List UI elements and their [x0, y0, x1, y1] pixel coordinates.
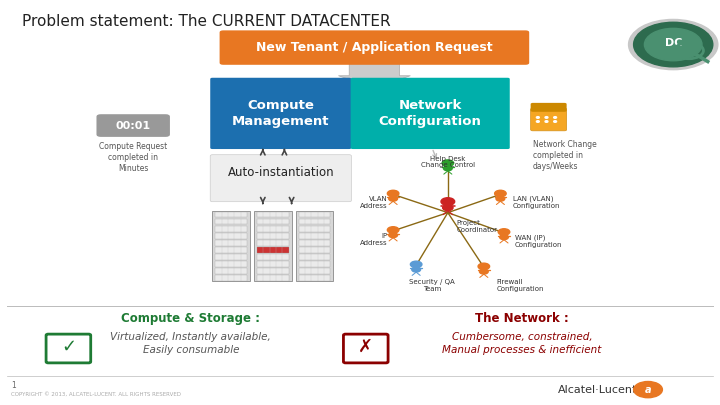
Text: DC: DC	[665, 38, 682, 47]
Text: Network
Configuration: Network Configuration	[379, 99, 482, 128]
Circle shape	[443, 205, 453, 211]
FancyBboxPatch shape	[210, 78, 351, 149]
Text: Problem statement: The CURRENT DATACENTER: Problem statement: The CURRENT DATACENTE…	[22, 14, 390, 29]
Circle shape	[554, 121, 557, 122]
Circle shape	[545, 117, 548, 118]
FancyBboxPatch shape	[257, 219, 289, 224]
Circle shape	[480, 269, 488, 274]
Text: Help Desk
Change Control: Help Desk Change Control	[420, 156, 475, 168]
FancyBboxPatch shape	[215, 268, 247, 274]
Text: Network Change
completed in
days/Weeks: Network Change completed in days/Weeks	[533, 140, 597, 171]
FancyBboxPatch shape	[96, 114, 170, 137]
FancyBboxPatch shape	[257, 261, 289, 267]
Text: Project
Coordinator: Project Coordinator	[456, 220, 498, 233]
FancyBboxPatch shape	[299, 233, 330, 239]
Circle shape	[545, 121, 548, 122]
Text: VLAN
Address: VLAN Address	[360, 196, 387, 209]
Circle shape	[536, 117, 539, 118]
FancyBboxPatch shape	[531, 108, 567, 131]
Text: Firewall
Configuration: Firewall Configuration	[497, 279, 544, 292]
FancyBboxPatch shape	[299, 219, 330, 224]
FancyBboxPatch shape	[210, 155, 351, 202]
Circle shape	[496, 196, 505, 201]
FancyBboxPatch shape	[215, 247, 247, 253]
Text: Cumbersome, constrained,
Manual processes & inefficient: Cumbersome, constrained, Manual processe…	[442, 332, 602, 355]
Text: Compute
Management: Compute Management	[232, 99, 330, 128]
Circle shape	[444, 166, 452, 171]
FancyBboxPatch shape	[220, 30, 529, 65]
Circle shape	[410, 261, 422, 268]
Text: LAN (VLAN)
Configuration: LAN (VLAN) Configuration	[513, 196, 560, 209]
FancyBboxPatch shape	[215, 226, 247, 232]
FancyBboxPatch shape	[299, 268, 330, 274]
Circle shape	[644, 28, 702, 61]
Text: New Tenant / Application Request: New Tenant / Application Request	[256, 41, 492, 54]
FancyBboxPatch shape	[215, 233, 247, 239]
Circle shape	[554, 117, 557, 118]
Circle shape	[387, 227, 399, 233]
FancyBboxPatch shape	[257, 268, 289, 274]
Circle shape	[536, 121, 539, 122]
FancyBboxPatch shape	[257, 254, 289, 260]
FancyBboxPatch shape	[257, 275, 289, 281]
Text: Auto-instantiation: Auto-instantiation	[228, 166, 334, 179]
FancyBboxPatch shape	[299, 275, 330, 281]
FancyBboxPatch shape	[215, 219, 247, 224]
Circle shape	[629, 19, 718, 70]
FancyBboxPatch shape	[215, 254, 247, 260]
Circle shape	[634, 382, 662, 398]
FancyBboxPatch shape	[257, 233, 289, 239]
Circle shape	[442, 160, 454, 166]
FancyBboxPatch shape	[351, 78, 510, 149]
FancyBboxPatch shape	[215, 211, 247, 217]
FancyBboxPatch shape	[299, 211, 330, 217]
Circle shape	[389, 196, 397, 201]
Circle shape	[500, 235, 508, 240]
Text: COPYRIGHT © 2013, ALCATEL-LUCENT. ALL RIGHTS RESERVED: COPYRIGHT © 2013, ALCATEL-LUCENT. ALL RI…	[11, 392, 181, 397]
Text: The Network :: The Network :	[475, 312, 569, 325]
Text: a: a	[644, 385, 652, 394]
FancyBboxPatch shape	[299, 254, 330, 260]
Text: 1: 1	[11, 381, 16, 390]
FancyArrow shape	[338, 64, 410, 88]
FancyBboxPatch shape	[215, 261, 247, 267]
Circle shape	[478, 263, 490, 270]
FancyBboxPatch shape	[299, 226, 330, 232]
FancyBboxPatch shape	[257, 226, 289, 232]
FancyBboxPatch shape	[257, 211, 289, 217]
FancyBboxPatch shape	[215, 240, 247, 246]
Text: WAN (IP)
Configuration: WAN (IP) Configuration	[515, 234, 562, 248]
Circle shape	[498, 229, 510, 235]
FancyBboxPatch shape	[257, 247, 289, 253]
FancyBboxPatch shape	[343, 334, 388, 363]
Circle shape	[389, 233, 397, 238]
FancyBboxPatch shape	[299, 247, 330, 253]
Text: Security / QA
Team: Security / QA Team	[409, 279, 455, 292]
FancyBboxPatch shape	[299, 261, 330, 267]
FancyBboxPatch shape	[531, 103, 567, 112]
Text: ✓: ✓	[60, 338, 76, 356]
Circle shape	[634, 22, 713, 67]
Text: ✗: ✗	[358, 338, 374, 356]
Text: Alcatel·Lucent: Alcatel·Lucent	[558, 385, 637, 394]
FancyBboxPatch shape	[299, 240, 330, 246]
Text: Virtualized, Instantly available,
Easily consumable: Virtualized, Instantly available, Easily…	[110, 332, 271, 355]
FancyBboxPatch shape	[212, 211, 250, 281]
Text: Compute & Storage :: Compute & Storage :	[121, 312, 261, 325]
FancyBboxPatch shape	[254, 211, 292, 281]
Circle shape	[495, 190, 506, 197]
Text: Compute Request
completed in
Minutes: Compute Request completed in Minutes	[99, 142, 167, 173]
FancyBboxPatch shape	[296, 211, 333, 281]
Text: IP
Address: IP Address	[360, 233, 387, 246]
Circle shape	[412, 267, 420, 272]
FancyBboxPatch shape	[257, 240, 289, 246]
FancyBboxPatch shape	[46, 334, 91, 363]
Circle shape	[441, 198, 455, 205]
Text: 00:01: 00:01	[116, 121, 150, 130]
FancyBboxPatch shape	[215, 275, 247, 281]
Circle shape	[387, 190, 399, 197]
